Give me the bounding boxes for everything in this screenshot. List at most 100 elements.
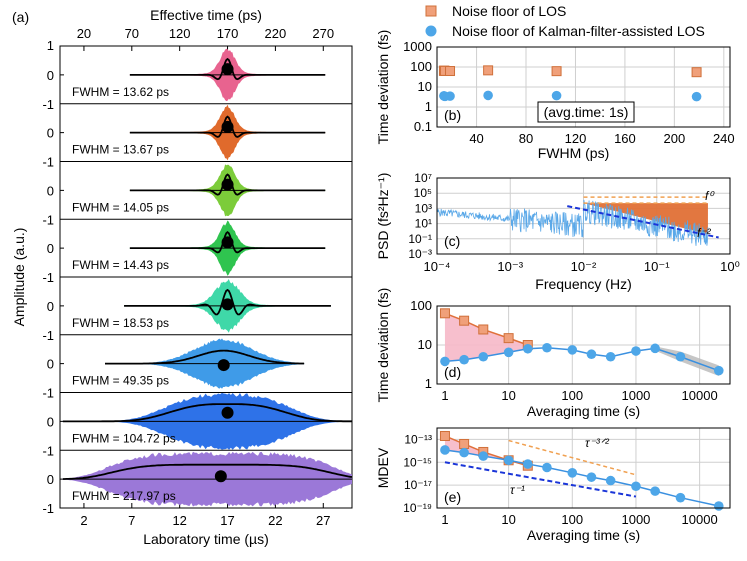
panel-d: 1 10 100 1 10 100 1000 10000 Averaging time (s) T… <box>375 288 731 419</box>
y-tick-label: 0 <box>47 414 54 429</box>
kalman-point <box>478 351 489 362</box>
panel-d-label: (d) <box>444 364 461 380</box>
legend-label: Noise floor of LOS <box>452 3 566 19</box>
fit-curve <box>62 463 353 480</box>
y-tick-label: 10⁻¹³ <box>404 432 432 446</box>
kalman-point <box>483 90 493 101</box>
y-tick-label: 0 <box>47 299 54 314</box>
fwhm-label: FWHM = 49.35 ps <box>72 374 169 388</box>
kalman-point <box>445 91 455 101</box>
top-tick-label: 270 <box>312 26 334 41</box>
top-tick-label: 170 <box>217 26 239 41</box>
panel-c-x-axis-label: Frequency (Hz) <box>535 276 631 292</box>
x-tick-label: 1 <box>441 512 448 527</box>
kalman-point <box>631 481 641 492</box>
kalman-point <box>605 351 616 362</box>
y-tick-label: 100 <box>410 59 432 74</box>
kalman-point <box>713 365 724 376</box>
y-tick-label: 0.1 <box>414 119 432 134</box>
los-point <box>439 308 450 319</box>
kalman-point <box>503 455 514 466</box>
y-tick-label: 0 <box>47 241 54 256</box>
center-marker <box>214 470 227 483</box>
x-tick-label: 40 <box>469 131 483 146</box>
annotation-box <box>537 101 635 123</box>
center-marker <box>221 120 234 133</box>
y-tick-label: 1000 <box>403 39 432 54</box>
y-tick-label: 0 <box>47 126 54 141</box>
top-tick-label: 220 <box>265 26 287 41</box>
kalman-point <box>586 349 597 360</box>
kalman-point <box>586 472 597 482</box>
kalman-point <box>650 343 660 354</box>
y-tick-label: -1 <box>42 501 54 516</box>
x-tick-label: 10⁻² <box>571 259 597 274</box>
fit-curve <box>62 403 352 423</box>
panel-c-y-axis-label: PSD (fs²Hz⁻¹) <box>375 173 391 260</box>
f-2-annotation: f⁻² <box>697 226 712 240</box>
panel-d-y-axis-label: Time deviation (fs) <box>375 288 391 403</box>
top-tick-label: 70 <box>125 26 139 41</box>
panel-e-label: (e) <box>444 489 461 505</box>
panel-a-label: (a) <box>12 9 29 25</box>
fwhm-label: FWHM = 13.62 ps <box>72 85 169 99</box>
x-tick-label: 100 <box>561 512 583 527</box>
fwhm-label: FWHM = 14.43 ps <box>72 258 169 272</box>
y-tick-label: -1 <box>42 328 54 343</box>
panel-b-frame <box>436 46 731 128</box>
y-tick-label: 10¹ <box>415 217 432 231</box>
panel-e: 10⁻¹⁹ 10⁻¹⁷ 10⁻¹⁵ 10⁻¹³ 1 10 100 1000 10000 Avera… <box>375 427 731 543</box>
top-tick-label: 120 <box>169 26 191 41</box>
los-point <box>478 324 489 335</box>
y-tick-label: 10⁻¹⁵ <box>403 455 432 469</box>
kalman-point <box>440 445 450 455</box>
panel-b: Noise floor of LOS Noise floor of Kalman-… <box>375 3 735 161</box>
x-tick-label: 2 <box>80 513 87 528</box>
los-point <box>503 333 514 344</box>
x-tick-label: 27 <box>316 513 330 528</box>
y-tick-label: 0 <box>47 357 54 372</box>
panel-d-frame <box>436 305 731 385</box>
y-tick-label: 0 <box>47 472 54 487</box>
x-tick-label: 1 <box>441 388 448 403</box>
kalman-point <box>605 475 616 486</box>
y-tick-label: 100 <box>410 298 432 313</box>
fwhm-label: FWHM = 18.53 ps <box>72 316 169 330</box>
y-tick-label: -1 <box>42 270 54 285</box>
x-tick-label: 100 <box>561 388 583 403</box>
x-tick-label: 7 <box>128 513 135 528</box>
y-tick-label: 10⁻³ <box>408 247 432 261</box>
y-tick-label: -1 <box>42 97 54 112</box>
psd-fill <box>583 203 708 235</box>
panel-a-x-axis-label: Laboratory time (µs) <box>143 531 269 547</box>
kalman-point <box>567 345 578 355</box>
y-tick-label: 0 <box>47 183 54 198</box>
fwhm-label: FWHM = 14.05 ps <box>72 200 169 214</box>
kalman-point <box>478 451 489 461</box>
x-tick-label: 10000 <box>682 512 718 527</box>
x-tick-label: 12 <box>172 513 186 528</box>
tau-3-2-line <box>508 439 637 476</box>
kalman-point <box>459 447 469 458</box>
x-tick-label: 200 <box>664 131 686 146</box>
fwhm-label: FWHM = 13.67 ps <box>72 143 169 157</box>
x-tick-label: 1000 <box>621 388 650 403</box>
y-tick-label: -1 <box>42 155 54 170</box>
los-point <box>483 65 494 76</box>
fit-curve <box>129 115 326 138</box>
tau-1-annotation: τ⁻¹ <box>510 483 525 497</box>
kalman-point <box>542 462 552 473</box>
center-marker <box>221 406 234 419</box>
y-tick-label: -1 <box>42 443 54 458</box>
center-marker <box>221 298 234 311</box>
kalman-point <box>675 492 686 503</box>
y-tick-label: 10⁻¹⁷ <box>404 478 432 492</box>
x-tick-label: 120 <box>565 131 587 146</box>
kalman-point <box>675 351 686 362</box>
f-2-line <box>567 205 719 239</box>
fit-curve <box>124 288 331 316</box>
center-marker <box>221 63 234 76</box>
kalman-point <box>650 486 660 496</box>
legend-marker-circle <box>425 25 437 37</box>
